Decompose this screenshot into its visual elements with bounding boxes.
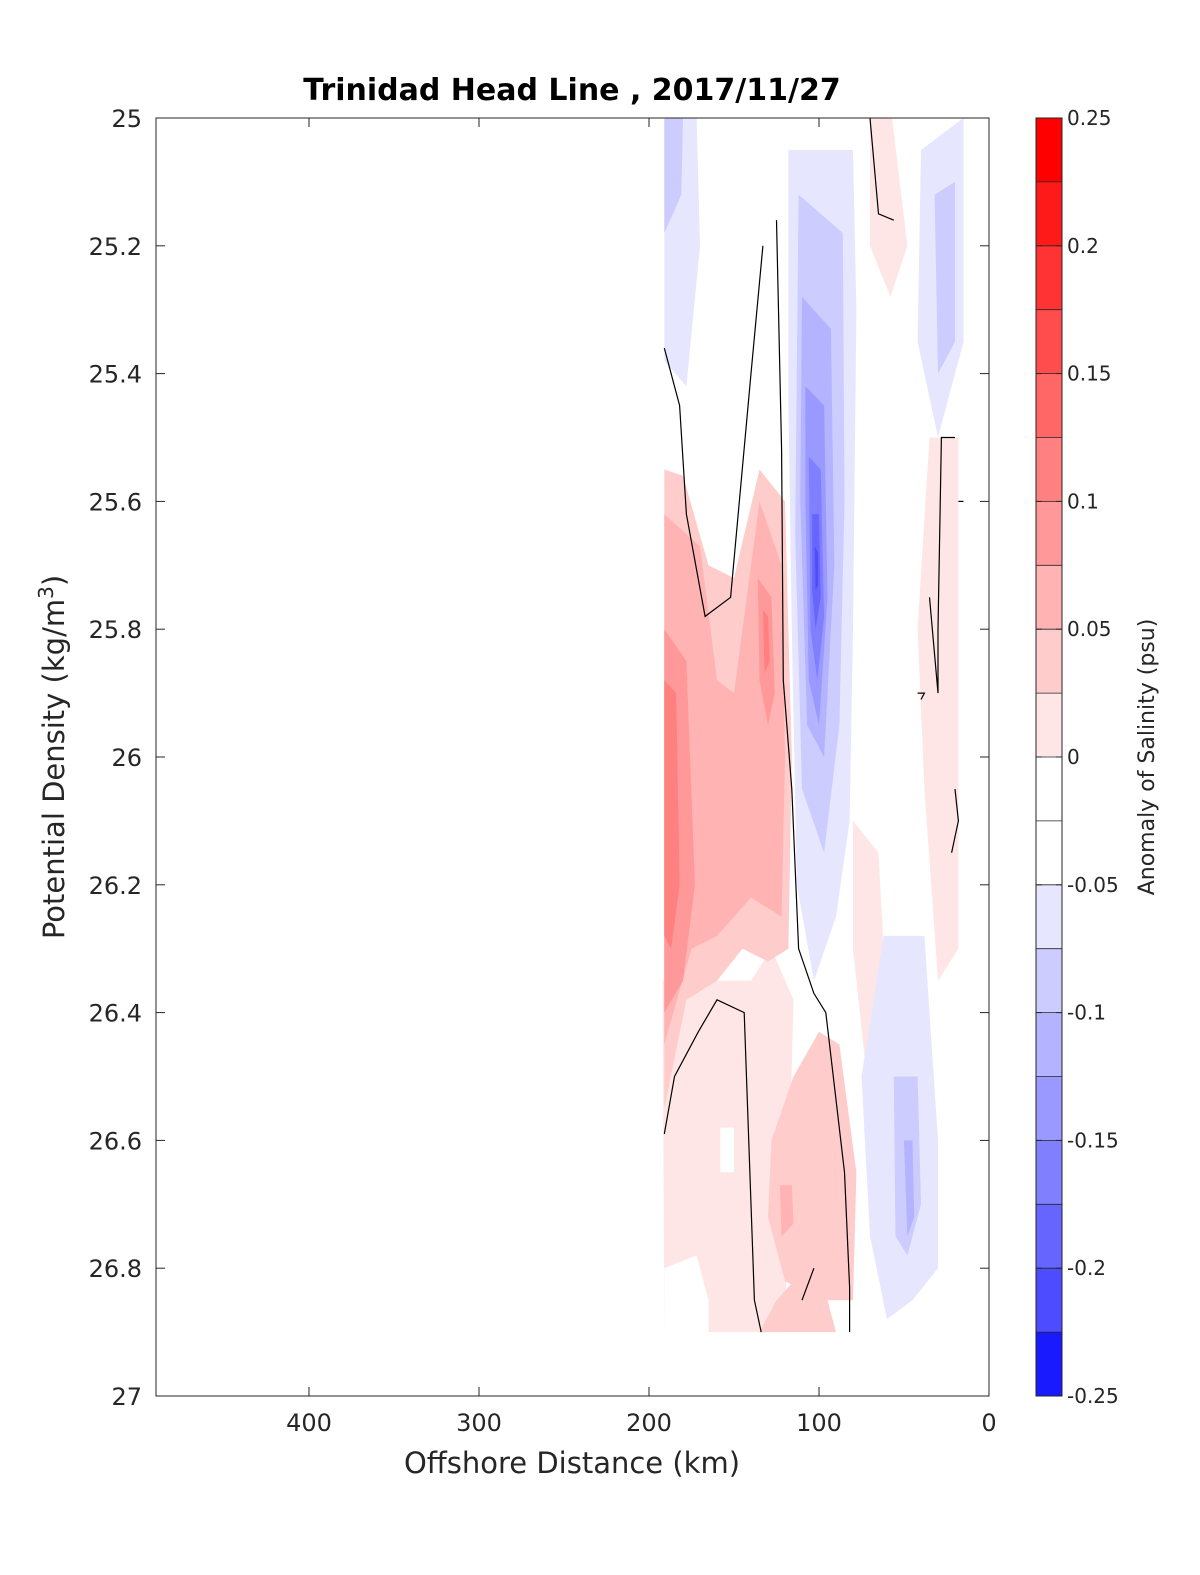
y-tick-label: 27: [111, 1383, 142, 1411]
contour-fill-layer: [662, 118, 964, 1333]
contour-region-shallow-offshore-negative-2: [664, 118, 683, 233]
colorbar-tick-label: 0.05: [1067, 617, 1112, 641]
y-tick-label: 25.6: [89, 488, 142, 516]
x-axis: 400 300 200 100 0: [286, 118, 997, 1437]
colorbar-tick-label: -0.05: [1067, 873, 1119, 897]
contour-region-nearshore-negative-13: [934, 181, 955, 374]
y-axis-label-text: Potential Density (kg/m: [37, 599, 71, 939]
zero-contour-line-2: [663, 999, 762, 1333]
y-axis-label: Potential Density (kg/m3): [34, 575, 71, 939]
colorbar-level-16: [1036, 1140, 1062, 1205]
colorbar-tick-label: -0.2: [1067, 1256, 1106, 1280]
colorbar-level-2: [1036, 245, 1062, 310]
colorbar-level-10: [1036, 757, 1062, 821]
y-axis-label-superscript: 3: [34, 586, 58, 599]
colorbar-level-8: [1036, 629, 1062, 694]
y-axis-label-close: ): [37, 575, 71, 586]
y-axis: 25 25.2 25.4 25.6 25.8 26 26.2 26.4 26.6 26.8 27: [89, 105, 989, 1411]
contour-region-offshore-positive-28: [762, 610, 770, 674]
y-tick-label: 25: [111, 105, 142, 133]
colorbar-level-1: [1036, 181, 1062, 246]
colorbar-level-0: [1036, 118, 1062, 182]
zero-contour-line-6: [917, 692, 926, 700]
zero-contour-layer: [663, 118, 964, 1333]
x-tick-label: 100: [796, 1409, 842, 1437]
colorbar-level-19: [1036, 1332, 1062, 1396]
colorbar-level-4: [1036, 373, 1062, 438]
zero-contour-line-3: [801, 1267, 815, 1301]
contour-region-nearshore-white-patch-14: [870, 118, 908, 297]
zero-contour-line-4: [869, 118, 895, 221]
chart-title: Trinidad Head Line , 2017/11/27: [303, 73, 840, 108]
colorbar-tick-label: -0.15: [1067, 1128, 1119, 1152]
x-tick-label: 0: [981, 1409, 996, 1437]
zero-contour-line-1: [775, 220, 851, 1333]
x-tick-label: 300: [456, 1409, 502, 1437]
colorbar-level-3: [1036, 309, 1062, 374]
y-tick-label: 25.8: [89, 616, 142, 644]
colorbar-levels: [1036, 118, 1062, 1396]
colorbar-tick-label: -0.25: [1067, 1384, 1119, 1408]
y-tick-label: 25.4: [89, 361, 142, 389]
contour-region-deep-positive-29: [768, 1031, 857, 1301]
colorbar-level-9: [1036, 693, 1062, 757]
x-axis-label: Offshore Distance (km): [404, 1446, 740, 1480]
colorbar-tick-label: 0.25: [1067, 106, 1112, 130]
contour-region-offshore-positive-27: [664, 680, 680, 949]
y-tick-label: 26.6: [89, 1127, 142, 1155]
y-tick-label: 26.8: [89, 1255, 142, 1283]
colorbar-level-12: [1036, 884, 1062, 949]
plot-area: 400 300 200 100 0 25 25.2 25.4 25.6 25.8 26 26.2 26…: [89, 105, 997, 1437]
contour-region-central-negative-core-11: [814, 546, 819, 591]
colorbar-level-17: [1036, 1204, 1062, 1269]
contour-region-deep-offshore-negative-21: [664, 1255, 709, 1333]
colorbar-tick-label: 0.2: [1067, 234, 1099, 258]
colorbar-level-7: [1036, 565, 1062, 630]
colorbar-level-14: [1036, 1012, 1062, 1077]
contour-region-deep-nearshore-negative-20: [904, 1140, 915, 1237]
colorbar: 0.25 0.2 0.15 0.1 0.05 0 -0.05 -0.1 -0.15 -0.2 -0.…: [1035, 106, 1119, 1408]
y-tick-label: 26.4: [89, 1000, 142, 1028]
colorbar-tick-label: 0.1: [1067, 489, 1099, 513]
x-tick-label: 200: [626, 1409, 672, 1437]
colorbar-level-13: [1036, 948, 1062, 1013]
colorbar-label: Anomaly of Salinity (psu): [1135, 619, 1160, 896]
y-tick-label: 26: [111, 744, 142, 772]
contour-region-deep-positive-30: [759, 1268, 836, 1333]
contour-region-deep-offshore-negative-22: [720, 1127, 734, 1173]
colorbar-level-18: [1036, 1268, 1062, 1333]
zero-contour-line-7: [951, 788, 960, 853]
colorbar-tick-label: 0: [1067, 745, 1080, 769]
contour-region-deep-positive-31: [779, 1185, 794, 1237]
colorbar-ticks: 0.25 0.2 0.15 0.1 0.05 0 -0.05 -0.1 -0.15 -0.2 -0.…: [1036, 106, 1119, 1408]
zero-contour-line-5: [928, 436, 955, 694]
contour-region-offshore-positive-24: [664, 501, 785, 1045]
y-tick-label: 25.2: [89, 233, 142, 261]
colorbar-tick-label: 0.15: [1067, 362, 1112, 386]
colorbar-tick-label: -0.1: [1067, 1001, 1106, 1025]
colorbar-level-5: [1036, 437, 1062, 502]
colorbar-level-6: [1036, 501, 1062, 566]
colorbar-level-15: [1036, 1076, 1062, 1141]
colorbar-level-11: [1036, 820, 1062, 885]
contour-region-shallow-offshore-negative-3: [713, 118, 751, 214]
y-tick-label: 26.2: [89, 872, 142, 900]
x-tick-label: 400: [286, 1409, 332, 1437]
zero-contour-line-0: [663, 245, 764, 618]
contour-region-nearshore-white-patch-15: [917, 437, 959, 981]
